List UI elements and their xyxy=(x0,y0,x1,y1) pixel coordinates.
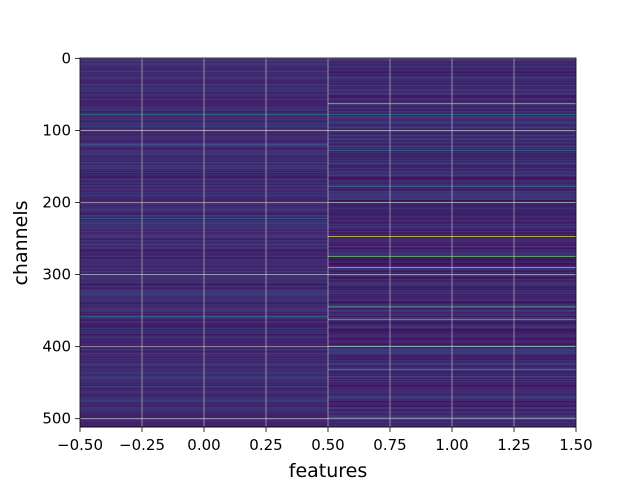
x-axis-ticks: −0.50 −0.25 0.00 0.25 0.50 0.75 1.00 1.25 1.50 xyxy=(57,427,593,454)
x-tick-label: 1.25 xyxy=(497,436,530,454)
y-axis-label: channels xyxy=(10,200,32,285)
x-tick-label: −0.25 xyxy=(119,436,165,454)
y-tick-label: 300 xyxy=(42,266,71,284)
y-tick-label: 200 xyxy=(42,194,71,212)
x-tick-label: 1.50 xyxy=(559,436,592,454)
x-axis-label: features xyxy=(289,460,368,480)
y-tick-label: 500 xyxy=(42,410,71,428)
x-tick-label: 1.00 xyxy=(435,436,468,454)
y-axis-ticks: 0 100 200 300 400 500 xyxy=(42,49,80,428)
y-tick-label: 0 xyxy=(61,49,71,67)
x-tick-label: −0.50 xyxy=(57,436,103,454)
x-tick-label: 0.50 xyxy=(311,436,344,454)
x-tick-label: 0.00 xyxy=(187,436,220,454)
x-tick-label: 0.75 xyxy=(373,436,406,454)
y-tick-label: 400 xyxy=(42,338,71,356)
x-tick-label: 0.25 xyxy=(249,436,282,454)
y-tick-label: 100 xyxy=(42,121,71,139)
